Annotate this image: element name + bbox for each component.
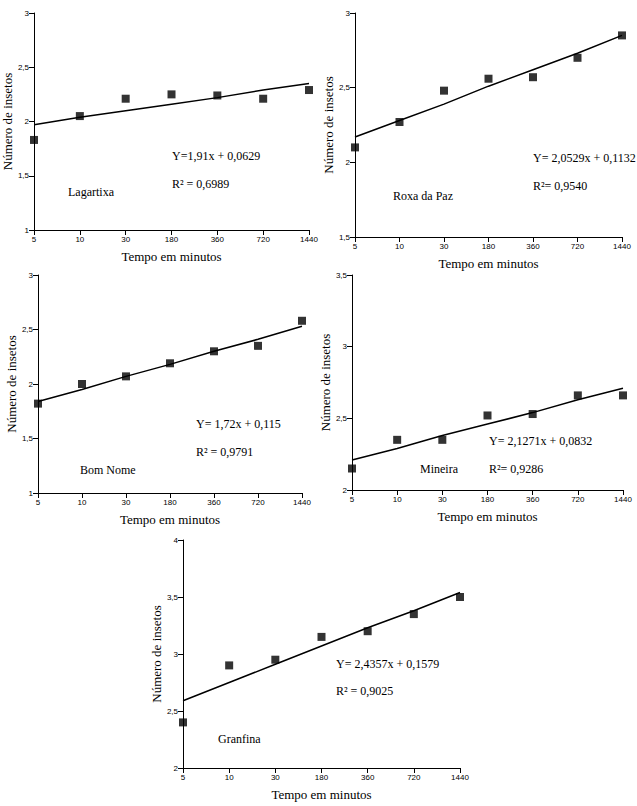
- svg-text:30: 30: [121, 235, 130, 244]
- svg-text:2,5: 2,5: [18, 63, 30, 72]
- svg-text:1440: 1440: [300, 235, 318, 244]
- svg-text:Número de insetos: Número de insetos: [4, 335, 19, 432]
- svg-text:Tempo em minutos: Tempo em minutos: [437, 509, 537, 524]
- svg-text:1,5: 1,5: [18, 171, 30, 180]
- svg-text:3: 3: [174, 650, 179, 659]
- svg-text:3,5: 3,5: [336, 271, 348, 280]
- svg-text:Mineira: Mineira: [420, 462, 459, 476]
- svg-text:Tempo em minutos: Tempo em minutos: [438, 256, 538, 271]
- svg-text:1,5: 1,5: [22, 434, 34, 443]
- svg-text:5: 5: [353, 242, 358, 251]
- svg-text:3,5: 3,5: [167, 593, 179, 602]
- svg-text:Número de insetos: Número de insetos: [321, 76, 336, 173]
- svg-text:Y= 2,1271x + 0,0832: Y= 2,1271x + 0,0832: [489, 434, 592, 448]
- svg-text:1: 1: [29, 489, 34, 498]
- svg-text:5: 5: [350, 495, 355, 504]
- svg-text:720: 720: [407, 773, 421, 782]
- svg-text:2,5: 2,5: [339, 83, 351, 92]
- svg-text:180: 180: [482, 242, 496, 251]
- svg-text:360: 360: [361, 773, 375, 782]
- svg-text:180: 180: [163, 498, 177, 507]
- svg-text:R² = 0,9791: R² = 0,9791: [196, 445, 253, 459]
- svg-text:R²= 0,9540: R²= 0,9540: [533, 179, 587, 193]
- svg-text:10: 10: [75, 235, 84, 244]
- svg-text:Tempo em minutos: Tempo em minutos: [271, 787, 371, 802]
- svg-text:5: 5: [181, 773, 186, 782]
- svg-text:Y= 2,0529x + 0,1132: Y= 2,0529x + 0,1132: [533, 151, 636, 165]
- svg-text:1440: 1440: [293, 498, 311, 507]
- svg-text:1440: 1440: [451, 773, 469, 782]
- svg-text:30: 30: [122, 498, 131, 507]
- svg-text:1,5: 1,5: [339, 233, 351, 242]
- svg-text:360: 360: [526, 242, 540, 251]
- svg-text:Y= 1,72x + 0,115: Y= 1,72x + 0,115: [196, 417, 281, 431]
- svg-text:2,5: 2,5: [22, 325, 34, 334]
- svg-text:Lagartixa: Lagartixa: [68, 185, 115, 199]
- svg-text:Roxa da Paz: Roxa da Paz: [393, 189, 453, 203]
- svg-text:360: 360: [526, 495, 540, 504]
- svg-text:30: 30: [271, 773, 280, 782]
- svg-text:2,5: 2,5: [167, 707, 179, 716]
- svg-text:Número de insetos: Número de insetos: [149, 605, 164, 702]
- svg-text:R² = 0,6989: R² = 0,6989: [172, 177, 229, 191]
- svg-text:5: 5: [32, 235, 37, 244]
- svg-text:Granfina: Granfina: [218, 732, 261, 746]
- svg-text:180: 180: [481, 495, 495, 504]
- svg-text:720: 720: [571, 242, 585, 251]
- svg-text:Número de insetos: Número de insetos: [0, 73, 15, 170]
- svg-text:2: 2: [343, 486, 348, 495]
- svg-text:Bom Nome: Bom Nome: [80, 463, 136, 477]
- svg-text:5: 5: [36, 498, 41, 507]
- svg-text:30: 30: [438, 495, 447, 504]
- svg-text:Y= 2,4357x + 0,1579: Y= 2,4357x + 0,1579: [336, 657, 439, 671]
- svg-text:Número de insetos: Número de insetos: [318, 334, 333, 431]
- svg-text:180: 180: [315, 773, 329, 782]
- svg-text:1: 1: [25, 226, 30, 235]
- svg-text:Tempo em minutos: Tempo em minutos: [121, 249, 221, 264]
- svg-text:1440: 1440: [613, 242, 631, 251]
- svg-text:2: 2: [25, 117, 30, 126]
- svg-text:Tempo em minutos: Tempo em minutos: [120, 512, 220, 527]
- svg-text:30: 30: [440, 242, 449, 251]
- svg-text:3: 3: [29, 271, 34, 280]
- svg-text:2: 2: [29, 380, 34, 389]
- svg-text:360: 360: [207, 498, 221, 507]
- svg-text:R² = 0,9025: R² = 0,9025: [336, 684, 393, 698]
- svg-text:180: 180: [165, 235, 179, 244]
- svg-text:3: 3: [346, 9, 351, 18]
- svg-text:2: 2: [346, 158, 351, 167]
- svg-text:720: 720: [571, 495, 585, 504]
- svg-text:10: 10: [393, 495, 402, 504]
- svg-text:10: 10: [395, 242, 404, 251]
- svg-text:R²= 0,9286: R²= 0,9286: [489, 462, 543, 476]
- svg-text:720: 720: [256, 235, 270, 244]
- svg-text:2,5: 2,5: [336, 414, 348, 423]
- svg-text:360: 360: [211, 235, 225, 244]
- svg-text:3: 3: [25, 9, 30, 18]
- svg-text:Y=1,91x + 0,0629: Y=1,91x + 0,0629: [172, 149, 260, 163]
- svg-text:2: 2: [174, 764, 179, 773]
- svg-text:10: 10: [78, 498, 87, 507]
- svg-text:1440: 1440: [614, 495, 632, 504]
- svg-text:4: 4: [174, 536, 179, 545]
- svg-text:720: 720: [251, 498, 265, 507]
- svg-text:3: 3: [343, 342, 348, 351]
- svg-text:10: 10: [225, 773, 234, 782]
